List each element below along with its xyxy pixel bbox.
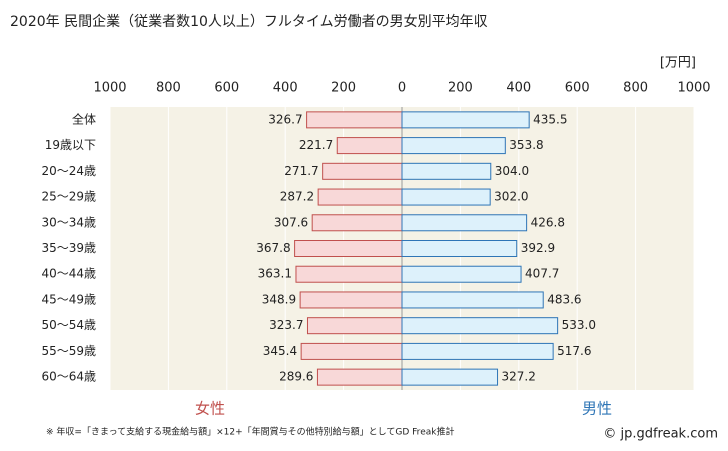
category-label: 50～54歳 <box>41 318 96 332</box>
value-label: 307.6 <box>274 215 308 229</box>
category-label: 60～64歳 <box>41 370 96 384</box>
x-tick-label: 600 <box>214 81 239 96</box>
x-tick-label: 1000 <box>93 81 126 96</box>
category-label: 30～34歳 <box>41 215 96 229</box>
bar <box>401 317 559 335</box>
value-label: 323.7 <box>269 318 303 332</box>
category-label: 20～24歳 <box>41 164 96 178</box>
value-label: 327.2 <box>502 370 536 384</box>
value-label: 483.6 <box>547 292 581 306</box>
value-label: 426.8 <box>531 215 565 229</box>
footnote: ※ 年収=「きまって支給する現金給与額」×12+「年間賞与その他特別給与額」とし… <box>46 426 454 438</box>
x-tick-label: 800 <box>156 81 181 96</box>
bar <box>306 317 403 335</box>
x-tick-label: 600 <box>565 81 590 96</box>
x-tick-label: 0 <box>398 81 406 96</box>
category-label: 35～39歳 <box>41 241 96 255</box>
bar <box>316 368 403 386</box>
bar <box>306 111 403 129</box>
category-label: 40～44歳 <box>41 267 96 281</box>
bar <box>317 188 403 206</box>
x-tick-label: 1000 <box>677 81 710 96</box>
bar <box>401 265 522 283</box>
x-tick-label: 200 <box>331 81 356 96</box>
unit-label: [万円] <box>660 56 696 71</box>
value-label: 302.0 <box>494 190 528 204</box>
x-tick-label: 400 <box>506 81 531 96</box>
bar <box>299 291 403 309</box>
value-label: 326.7 <box>268 112 302 126</box>
value-label: 517.6 <box>557 344 591 358</box>
value-label: 353.8 <box>509 138 543 152</box>
legend-label: 男性 <box>582 400 612 418</box>
bar <box>401 342 554 360</box>
value-label: 533.0 <box>562 318 596 332</box>
bar <box>401 368 499 386</box>
x-tick-label: 800 <box>623 81 648 96</box>
value-label: 367.8 <box>256 241 290 255</box>
category-label: 19歳以下 <box>45 138 96 152</box>
value-label: 271.7 <box>284 164 318 178</box>
bar <box>294 240 403 257</box>
x-tick-label: 200 <box>448 81 473 96</box>
bar <box>401 214 528 232</box>
value-label: 407.7 <box>525 267 559 281</box>
bar <box>295 265 403 283</box>
bar <box>401 291 544 309</box>
chart-title: 2020年 民間企業（従業者数10人以上）フルタイム労働者の男女別平均年収 <box>10 13 488 30</box>
legend-label: 女性 <box>195 400 225 418</box>
bar <box>401 188 491 206</box>
value-label: 221.7 <box>299 138 333 152</box>
bar <box>311 214 403 232</box>
credit: © jp.gdfreak.com <box>603 427 718 442</box>
category-label: 55～59歳 <box>41 344 96 358</box>
value-label: 289.6 <box>279 370 313 384</box>
bar <box>401 162 492 180</box>
bar <box>401 137 506 155</box>
value-label: 348.9 <box>262 292 296 306</box>
value-label: 435.5 <box>533 112 567 126</box>
category-label: 45～49歳 <box>41 292 96 306</box>
value-label: 304.0 <box>495 164 529 178</box>
bar <box>401 240 518 257</box>
value-label: 363.1 <box>258 267 292 281</box>
value-label: 392.9 <box>521 241 555 255</box>
value-label: 345.4 <box>263 344 297 358</box>
category-label: 全体 <box>72 111 96 126</box>
value-label: 287.2 <box>280 190 314 204</box>
bar <box>336 137 403 155</box>
x-tick-label: 400 <box>273 81 298 96</box>
bar <box>322 162 403 180</box>
category-label: 25～29歳 <box>41 190 96 204</box>
bar <box>401 111 530 129</box>
bar <box>300 342 403 360</box>
